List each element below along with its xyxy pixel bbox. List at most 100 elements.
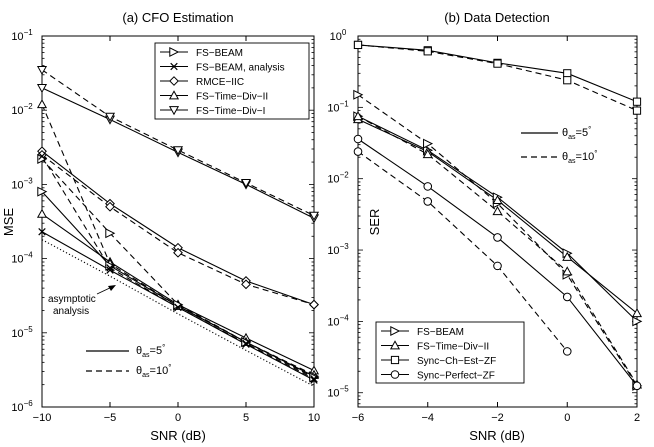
y-tick-exponent: −3 xyxy=(340,242,350,251)
x-tick-label: −6 xyxy=(352,412,365,424)
y-tick-base: 10 xyxy=(327,174,339,186)
data-point xyxy=(38,228,46,236)
series-line xyxy=(41,239,315,387)
theta-subscript: as xyxy=(142,372,150,379)
data-point xyxy=(38,152,46,160)
data-point xyxy=(36,208,48,218)
legend-label: FS−Time−Div−II xyxy=(417,342,489,353)
theta-symbol: θ xyxy=(136,345,142,357)
y-tick-exponent: −4 xyxy=(340,313,350,322)
legend-label: Sync−Perfect−ZF xyxy=(417,371,495,382)
y-tick-exponent: −3 xyxy=(24,176,34,185)
data-point xyxy=(36,84,48,94)
degree-symbol: ° xyxy=(594,149,597,158)
y-tick-label: 10−1 xyxy=(11,28,33,43)
key-theta5: θas=5° xyxy=(136,343,165,359)
panel-b-x-axis-label: SNR (dB) xyxy=(469,428,525,443)
data-point xyxy=(174,303,182,312)
data-point xyxy=(632,97,642,106)
data-point xyxy=(173,247,183,258)
data-point xyxy=(493,59,502,68)
y-tick-exponent: −6 xyxy=(24,399,34,408)
data-point xyxy=(106,266,114,274)
data-point xyxy=(309,299,319,310)
data-point xyxy=(492,205,503,216)
x-tick-label: 5 xyxy=(243,412,249,424)
annotation-arrow-head xyxy=(108,285,116,291)
y-tick-base: 10 xyxy=(327,388,339,400)
legend-label: FS−BEAM xyxy=(417,327,464,338)
legend-marker xyxy=(389,340,401,350)
data-point xyxy=(106,264,114,272)
data-point xyxy=(105,201,115,212)
legend-marker xyxy=(170,62,178,71)
y-tick-label: 10−2 xyxy=(11,102,33,117)
y-tick-base: 10 xyxy=(11,402,23,414)
legend-label: FS−Time−Div−II xyxy=(196,92,268,103)
series-line xyxy=(41,155,315,380)
x-tick-label: 0 xyxy=(564,412,570,424)
panel-b-legend-box xyxy=(375,321,525,384)
y-tick-label: 10−4 xyxy=(11,251,33,266)
y-tick-base: 10 xyxy=(327,245,339,257)
panel-a-y-axis-label: MSE xyxy=(1,208,16,237)
theta-subscript: as xyxy=(568,158,576,165)
legend-label: FS−BEAM xyxy=(196,48,243,59)
data-point xyxy=(240,178,252,189)
data-point xyxy=(352,111,364,121)
data-point xyxy=(562,347,572,356)
data-point xyxy=(493,261,502,271)
theta-value: =10 xyxy=(576,151,595,163)
data-point xyxy=(632,106,642,115)
y-tick-base: 10 xyxy=(11,328,23,340)
key-theta5: θas=5° xyxy=(562,125,591,141)
theta-value: =10 xyxy=(150,365,169,377)
degree-symbol: ° xyxy=(168,363,171,372)
panel-b-line-style-key: θas=5° θas=10° xyxy=(521,125,597,165)
series-line xyxy=(357,115,638,385)
key-theta10: θas=10° xyxy=(136,363,171,379)
panel-a-legend: FS−BEAM FS−BEAM, analysis RMCE−IIC FS−Time−… xyxy=(154,42,310,120)
data-point xyxy=(310,375,318,383)
series-line xyxy=(41,158,315,378)
panel-a-series-markers xyxy=(36,65,320,384)
panel-a-line-style-key: θas=5° θas=10° xyxy=(86,343,171,379)
legend-label: FS−BEAM, analysis xyxy=(196,63,285,74)
legend-marker xyxy=(168,106,180,116)
y-tick-exponent: −1 xyxy=(24,28,34,37)
x-tick-label: −4 xyxy=(421,412,434,424)
data-point xyxy=(423,197,433,206)
data-point xyxy=(353,89,364,100)
x-tick-label: 0 xyxy=(175,412,181,424)
y-tick-base: 10 xyxy=(327,316,339,328)
panel-b-title: (b) Data Detection xyxy=(444,10,550,25)
theta-subscript: as xyxy=(142,352,150,359)
y-tick-label: 10−3 xyxy=(11,176,33,191)
data-point xyxy=(104,112,116,122)
y-tick-base: 10 xyxy=(11,179,23,191)
data-point xyxy=(308,211,320,221)
y-tick-exponent: −2 xyxy=(24,102,34,111)
panel-b-legend: FS−BEAM FS−Time−Div−II Sync−Ch−Est−ZF Sync−… xyxy=(375,321,525,384)
y-tick-base: 10 xyxy=(11,31,23,43)
y-tick-label: 10−4 xyxy=(327,313,349,328)
annotation-analysis: analysis xyxy=(53,306,89,317)
y-tick-exponent: −2 xyxy=(340,171,350,180)
data-point xyxy=(493,233,502,242)
data-point xyxy=(632,316,643,327)
y-tick-exponent: 0 xyxy=(342,28,347,37)
x-tick-label: −5 xyxy=(104,412,117,424)
data-point xyxy=(422,149,433,159)
data-point xyxy=(631,308,643,318)
data-point xyxy=(105,228,116,239)
data-point xyxy=(423,138,434,149)
y-tick-label: 100 xyxy=(330,28,347,43)
data-point xyxy=(36,65,48,76)
theta-symbol: θ xyxy=(136,365,142,377)
y-tick-exponent: −5 xyxy=(340,385,350,394)
y-tick-exponent: −4 xyxy=(24,251,34,260)
x-tick-label: −10 xyxy=(33,412,52,424)
